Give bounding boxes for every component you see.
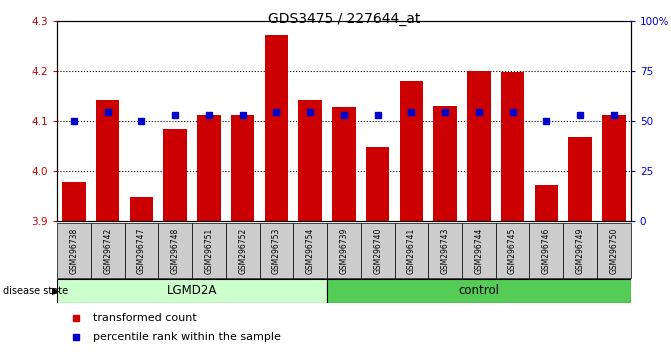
Text: GSM296745: GSM296745 (508, 227, 517, 274)
Bar (299, 100, 322, 221)
Bar (529, 223, 563, 278)
Bar (260, 223, 293, 278)
Bar (130, 197, 153, 221)
Text: GSM296747: GSM296747 (137, 227, 146, 274)
Bar (496, 223, 529, 278)
Bar (501, 72, 525, 221)
Bar (327, 279, 631, 303)
Bar (535, 185, 558, 221)
Bar (366, 147, 389, 221)
Text: percentile rank within the sample: percentile rank within the sample (93, 332, 280, 342)
Bar (293, 223, 327, 278)
Bar (462, 223, 496, 278)
Bar (125, 223, 158, 278)
Text: GSM296749: GSM296749 (576, 227, 584, 274)
Text: GSM296753: GSM296753 (272, 227, 281, 274)
Bar (568, 137, 592, 221)
Text: GSM296741: GSM296741 (407, 227, 416, 274)
Bar (158, 223, 192, 278)
Bar (225, 223, 260, 278)
Bar (264, 35, 289, 221)
Bar (332, 107, 356, 221)
Text: disease state: disease state (3, 286, 68, 296)
Bar (163, 129, 187, 221)
Bar (231, 115, 254, 221)
Text: GSM296740: GSM296740 (373, 227, 382, 274)
Bar (327, 223, 361, 278)
Bar (197, 115, 221, 221)
Text: GSM296743: GSM296743 (441, 227, 450, 274)
Bar (192, 223, 225, 278)
Bar (467, 71, 491, 221)
Text: GSM296751: GSM296751 (205, 227, 213, 274)
Bar (563, 223, 597, 278)
Bar (91, 223, 125, 278)
Bar (597, 223, 631, 278)
Bar (57, 223, 91, 278)
Text: GSM296746: GSM296746 (542, 227, 551, 274)
Text: GDS3475 / 227644_at: GDS3475 / 227644_at (268, 12, 420, 27)
Text: control: control (458, 284, 499, 297)
Text: GSM296738: GSM296738 (69, 227, 79, 274)
Text: GSM296739: GSM296739 (340, 227, 348, 274)
Text: GSM296742: GSM296742 (103, 227, 112, 274)
Bar (361, 223, 395, 278)
Bar (57, 279, 327, 303)
Bar (96, 100, 119, 221)
Text: GSM296748: GSM296748 (170, 227, 180, 274)
Text: GSM296752: GSM296752 (238, 227, 247, 274)
Text: transformed count: transformed count (93, 313, 197, 323)
Text: GSM296754: GSM296754 (305, 227, 315, 274)
Text: GSM296744: GSM296744 (474, 227, 483, 274)
Text: GSM296750: GSM296750 (609, 227, 619, 274)
Bar (399, 81, 423, 221)
Bar (602, 115, 625, 221)
Bar (433, 106, 457, 221)
Bar (428, 223, 462, 278)
Text: LGMD2A: LGMD2A (167, 284, 217, 297)
Bar (62, 182, 86, 221)
Bar (395, 223, 428, 278)
Text: ▶: ▶ (52, 286, 60, 296)
